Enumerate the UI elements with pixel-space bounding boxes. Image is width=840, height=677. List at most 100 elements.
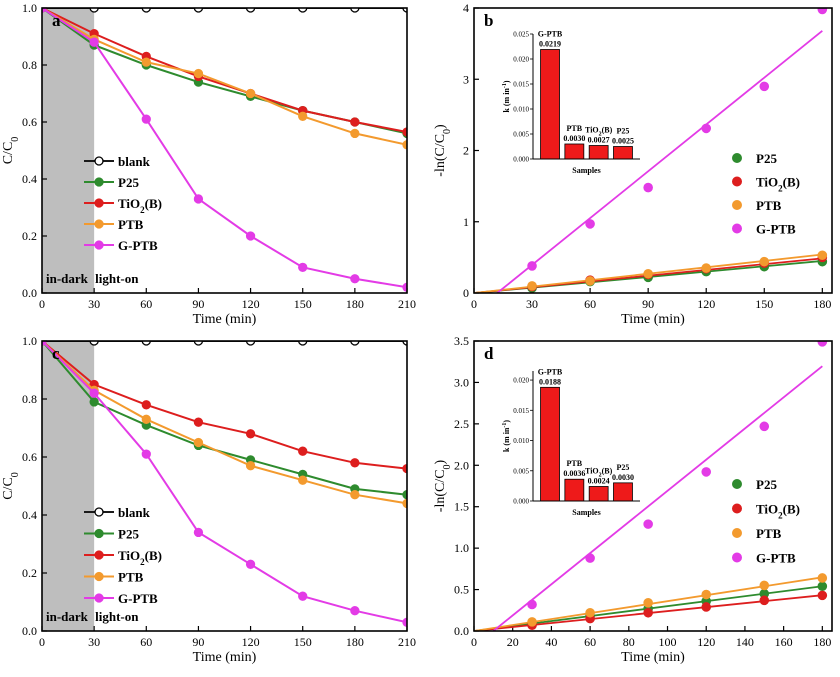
inset-y-tick-label: 0.000: [513, 156, 529, 164]
y-tick-label: 2.5: [454, 417, 469, 431]
y-axis-label-sub: 0: [10, 137, 21, 142]
data-point-PTB: [402, 498, 407, 509]
data-point-G-PTB: [245, 231, 256, 241]
inset-y-tick-label: 0.015: [513, 407, 529, 415]
x-tick-label: 30: [526, 297, 538, 311]
legend-label-main: TiO: [756, 502, 778, 517]
inset-y-tick-label: 0.020: [513, 377, 529, 385]
x-axis-label: Time (min): [193, 650, 257, 665]
inset-x-axis-label: Samples: [572, 166, 600, 175]
data-point-G-PTB: [759, 81, 770, 92]
data-point-TiO2(B): [298, 446, 308, 456]
data-point-G-PTB: [193, 194, 204, 204]
data-point-G-PTB: [643, 519, 653, 529]
data-point-G-PTB: [245, 559, 256, 569]
y-tick-label: 0.0: [454, 624, 469, 638]
y-axis-label-main: C/C: [1, 142, 16, 165]
y-axis-label-main: -ln(C/C: [433, 469, 448, 512]
y-tick-label: 2: [463, 144, 469, 158]
plot-area: [474, 341, 828, 631]
inset-bar: [564, 143, 585, 160]
x-tick-label: 150: [294, 297, 312, 311]
legend-label-G-PTB: G-PTB: [756, 551, 796, 566]
x-tick-label: 150: [755, 297, 773, 311]
data-point-PTB: [585, 607, 595, 618]
legend-label-sub: 2: [778, 511, 783, 521]
inset-y-axis-label-main: k (m in: [502, 88, 511, 113]
legend-label-PTB: PTB: [756, 526, 782, 541]
inset-bar-category-label: PTB: [567, 459, 583, 468]
x-tick-label: 60: [584, 635, 596, 649]
data-point-G-PTB: [402, 282, 407, 292]
panel-d: 0 20 40 60 80 100 120 140 160 1800.00.51.01.52.02…: [433, 334, 833, 665]
x-tick-label: 20: [507, 635, 519, 649]
in-dark-label: in-dark: [46, 271, 89, 286]
inset-bar-chart: G-PTB0.0219PTB0.0030TiO2(B)0.0027P250.00…: [502, 30, 640, 175]
inset-bar-category-label: TiO2(B): [585, 126, 613, 138]
legend-marker-TiO2(B): [732, 176, 742, 187]
x-tick-label: 210: [398, 635, 416, 649]
x-tick-label: 180: [346, 297, 364, 311]
y-axis-label: C/C0: [1, 137, 21, 165]
legend-label-P25: P25: [756, 477, 777, 492]
y-tick-label: 0.8: [22, 392, 37, 406]
inset-bar-category-main: G-PTB: [538, 30, 563, 39]
x-tick-label: 0: [39, 635, 45, 649]
y-tick-label: 0.2: [22, 229, 37, 243]
data-point-blank: [402, 341, 407, 346]
legend-marker-TiO2(B): [94, 550, 104, 560]
inset-bar-category-main: P25: [617, 463, 630, 472]
plot-area: [42, 341, 407, 627]
legend-label-P25: P25: [118, 175, 139, 190]
data-point-TiO2(B): [193, 417, 204, 427]
data-point-PTB: [817, 250, 828, 261]
x-tick-label: 30: [88, 297, 100, 311]
y-tick-label: 1.0: [454, 541, 469, 555]
legend-marker-PTB: [94, 219, 104, 229]
plot-frame: [41, 7, 408, 294]
inset-bar-category-main: G-PTB: [538, 367, 563, 376]
legend-label-tail: (B): [145, 196, 162, 211]
data-point-G-PTB: [42, 8, 47, 13]
data-point-G-PTB: [298, 591, 308, 601]
data-point-TiO2(B): [402, 463, 407, 474]
x-tick-label: 160: [775, 635, 793, 649]
y-tick-label: 1.5: [454, 500, 469, 514]
data-point-G-PTB: [350, 606, 360, 616]
x-tick-label: 60: [584, 297, 596, 311]
x-tick-label: 120: [242, 635, 260, 649]
data-point-P25: [89, 397, 99, 407]
inset-y-axis-label-tail: ): [502, 80, 511, 83]
legend-label-main: G-PTB: [118, 238, 158, 253]
panel-letter: c: [52, 344, 60, 363]
legend-marker-P25: [94, 177, 104, 187]
x-tick-label: 140: [736, 635, 754, 649]
series-line-P25: [42, 8, 407, 135]
x-tick-label: 180: [346, 635, 364, 649]
legend-label-main: TiO: [118, 548, 140, 563]
data-point-TiO2(B): [402, 127, 407, 137]
legend-label-main: P25: [756, 151, 777, 166]
inset-bar-value-label: 0.0027: [588, 136, 610, 145]
legend-label-main: G-PTB: [756, 222, 796, 237]
data-point-PTB: [193, 68, 204, 79]
inset-bar-category-tail: (B): [602, 466, 613, 475]
y-tick-label: 0.4: [22, 508, 37, 522]
y-tick-label: 3.5: [454, 334, 469, 348]
panel-letter: a: [52, 11, 61, 30]
legend-label-tail: (B): [783, 502, 800, 517]
inset-bar: [588, 145, 609, 160]
data-point-blank: [89, 341, 99, 346]
data-point-PTB: [585, 276, 595, 286]
legend-marker-blank: [94, 156, 104, 166]
light-on-label: light-on: [95, 271, 139, 286]
data-point-PTB: [298, 111, 308, 121]
inset-bar-value-label: 0.0025: [612, 137, 634, 146]
legend-label-main: PTB: [756, 526, 782, 541]
inset-bar-category-label: PTB: [567, 124, 583, 133]
x-tick-label: 0: [471, 297, 477, 311]
data-point-blank: [193, 341, 204, 346]
inset-bar-category-main: TiO: [585, 126, 599, 135]
plot-frame: [473, 340, 833, 632]
inset-y-axis-label-sup: -1: [502, 423, 508, 428]
